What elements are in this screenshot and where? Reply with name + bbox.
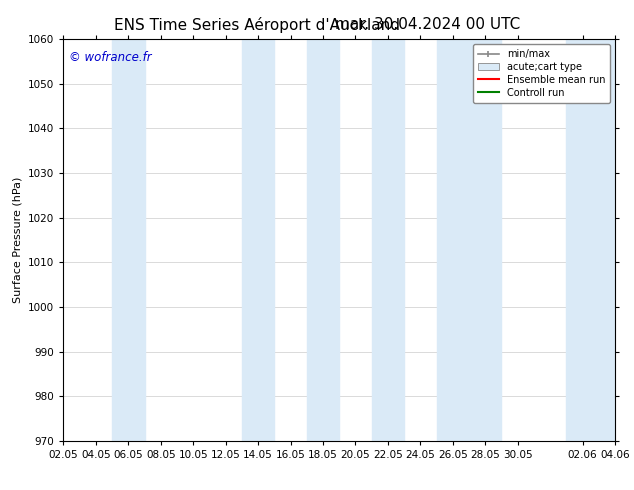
Text: © wofrance.fr: © wofrance.fr xyxy=(69,51,152,64)
Bar xyxy=(242,39,275,441)
Y-axis label: Surface Pressure (hPa): Surface Pressure (hPa) xyxy=(13,177,23,303)
Text: ENS Time Series Aéroport d'Auckland: ENS Time Series Aéroport d'Auckland xyxy=(114,17,400,33)
Bar xyxy=(112,39,145,441)
Text: mar. 30.04.2024 00 UTC: mar. 30.04.2024 00 UTC xyxy=(335,17,520,32)
Bar xyxy=(437,39,501,441)
Legend: min/max, acute;cart type, Ensemble mean run, Controll run: min/max, acute;cart type, Ensemble mean … xyxy=(473,44,610,102)
Bar xyxy=(372,39,404,441)
Bar xyxy=(566,39,631,441)
Bar xyxy=(307,39,339,441)
